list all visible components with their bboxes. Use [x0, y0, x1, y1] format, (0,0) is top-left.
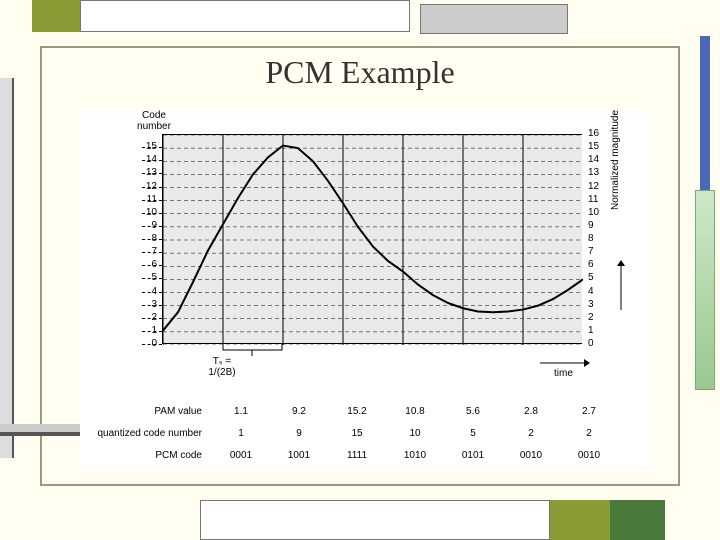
time-arrow-icon [540, 358, 590, 368]
y-tick-leader [142, 252, 162, 253]
y-tick-leader [142, 160, 162, 161]
table-row-label: PCM code [80, 450, 212, 461]
table-row: PAM value1.19.215.210.85.62.82.7 [80, 400, 650, 422]
y-tick-leader [142, 200, 162, 201]
y-tick-right: 10 [588, 207, 599, 218]
deco-block [80, 0, 410, 32]
ts-label: Tₛ =1/(2B) [192, 356, 252, 378]
table-cell: 0101 [444, 450, 502, 461]
table-cell: 2 [502, 428, 560, 439]
deco-block [695, 190, 715, 390]
y-tick-right: 2 [588, 312, 594, 323]
y-tick-leader [142, 344, 162, 345]
table-cell: 1 [212, 428, 270, 439]
pcm-figure: Codenumber Normalized magnitude 01234567… [80, 110, 650, 470]
y-tick-leader [142, 292, 162, 293]
deco-block [32, 0, 80, 32]
y-tick-right: 0 [588, 338, 594, 349]
table-cell: 10.8 [386, 406, 444, 417]
y-tick-right: 7 [588, 246, 594, 257]
y-tick-right: 15 [588, 141, 599, 152]
table-cell: 2.8 [502, 406, 560, 417]
table-row-label: PAM value [80, 406, 212, 417]
page-title: PCM Example [0, 54, 720, 91]
table-cell: 0010 [560, 450, 618, 461]
chart-svg [163, 135, 583, 345]
y-tick-right: 11 [588, 194, 598, 205]
y-tick-leader [142, 331, 162, 332]
y-tick-right: 1 [588, 325, 594, 336]
y-tick-leader [142, 187, 162, 188]
y-tick-leader [142, 226, 162, 227]
table-cell: 15.2 [328, 406, 386, 417]
table-cell: 10 [386, 428, 444, 439]
pcm-data-table: PAM value1.19.215.210.85.62.82.7 quantize… [80, 400, 650, 466]
table-row: PCM code0001100111111010010100100010 [80, 444, 650, 466]
y-axis-left-title: Codenumber [124, 110, 184, 132]
table-cell: 2 [560, 428, 618, 439]
y-tick-leader [142, 213, 162, 214]
y-tick-leader [142, 173, 162, 174]
y-tick-right: 5 [588, 272, 594, 283]
y-tick-leader [142, 147, 162, 148]
y-tick-right: 6 [588, 259, 594, 270]
y-tick-leader [142, 278, 162, 279]
y-tick-right: 8 [588, 233, 594, 244]
deco-block [420, 4, 568, 34]
y-tick-right: 4 [588, 286, 594, 297]
ts-bracket-icon [222, 344, 284, 358]
table-cell: 9 [270, 428, 328, 439]
y-tick-leader [142, 305, 162, 306]
table-cell: 0010 [502, 450, 560, 461]
table-cell: 1001 [270, 450, 328, 461]
deco-block [0, 78, 14, 458]
y-tick-leader [142, 265, 162, 266]
deco-block [550, 500, 610, 540]
table-cell: 1.1 [212, 406, 270, 417]
y-tick-right: 13 [588, 167, 599, 178]
table-cell: 1010 [386, 450, 444, 461]
y-tick-leader [142, 239, 162, 240]
table-cell: 1111 [328, 450, 386, 461]
y-tick-right: 3 [588, 299, 594, 310]
x-axis-label: time [554, 368, 573, 379]
y-tick-right: 9 [588, 220, 594, 231]
y-tick-leader [142, 318, 162, 319]
deco-block [200, 500, 550, 540]
table-cell: 2.7 [560, 406, 618, 417]
table-row-label: quantized code number [80, 428, 212, 439]
table-cell: 15 [328, 428, 386, 439]
magnitude-arrow-icon [616, 260, 626, 310]
deco-block [610, 500, 665, 540]
table-cell: 5.6 [444, 406, 502, 417]
y-tick-right: 12 [588, 181, 599, 192]
table-cell: 0001 [212, 450, 270, 461]
y-axis-right-title: Normalized magnitude [610, 90, 621, 230]
table-row: quantized code number191510522 [80, 422, 650, 444]
y-tick-right: 16 [588, 128, 599, 139]
table-cell: 5 [444, 428, 502, 439]
table-cell: 9.2 [270, 406, 328, 417]
chart-plot-area [162, 134, 582, 344]
y-tick-right: 14 [588, 154, 599, 165]
